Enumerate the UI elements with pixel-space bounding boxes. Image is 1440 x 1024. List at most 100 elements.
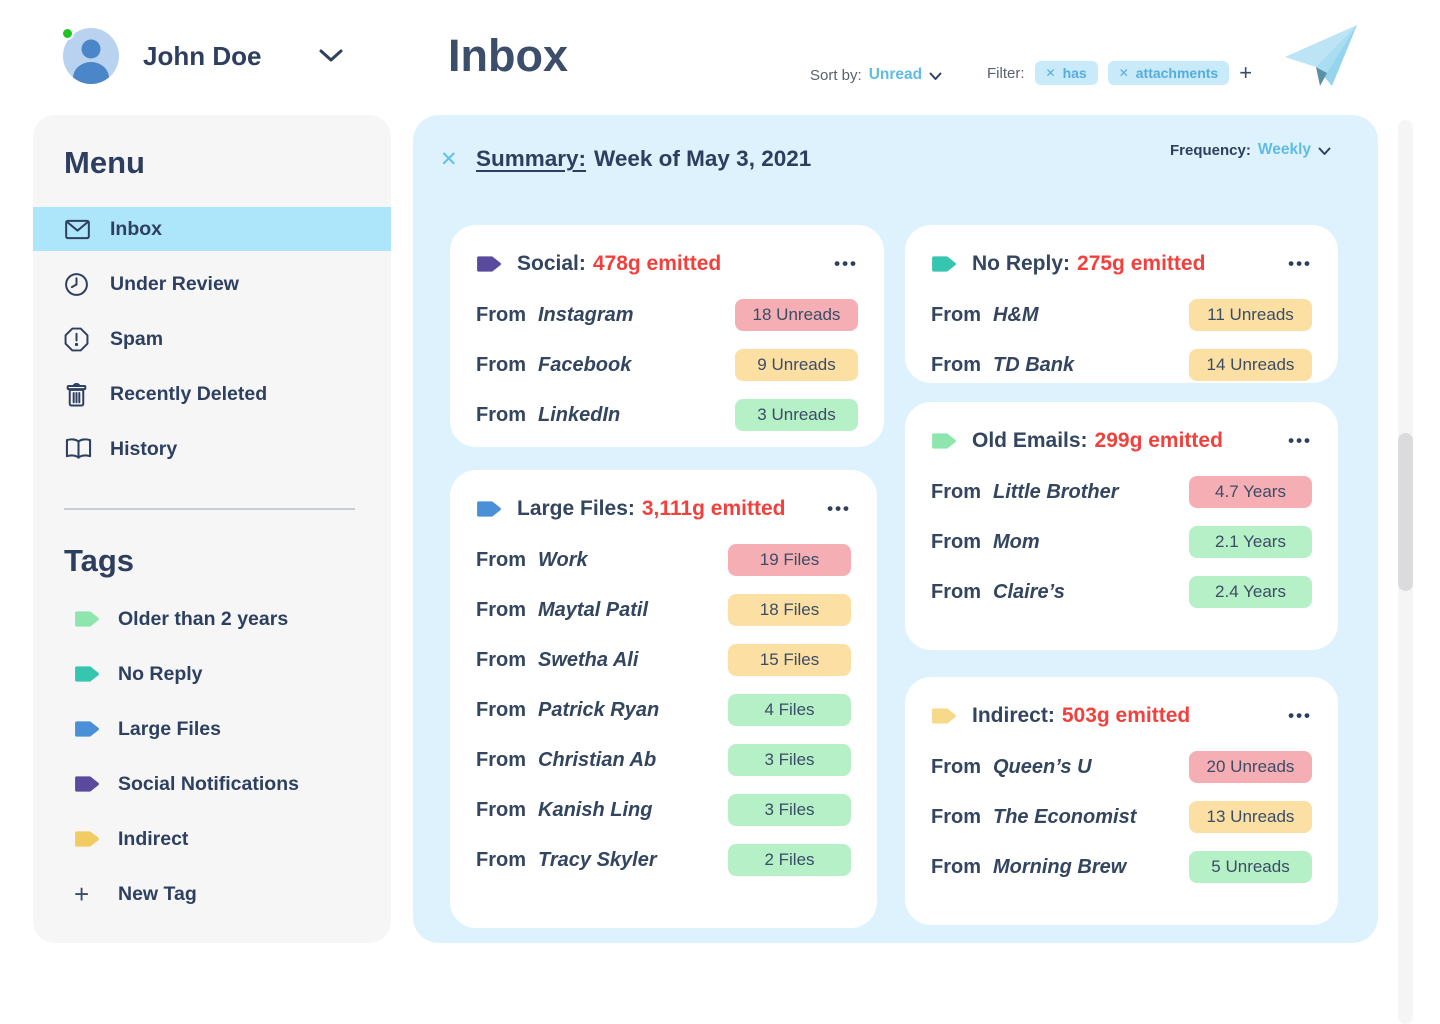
sender-name: Queen’s U [993,755,1092,778]
count-badge: 11 Unreads [1189,299,1312,331]
count-badge: 4.7 Years [1189,476,1312,508]
card-header: Indirect: 503g emitted ••• [931,699,1312,733]
from-label: From [476,403,526,426]
card-emission: 3,111g emitted [641,497,786,520]
tag-item-no-reply[interactable]: No Reply [33,657,391,691]
card-old-emails: Old Emails: 299g emitted ••• From Little … [905,402,1338,650]
sender-name: Tracy Skyler [538,848,657,871]
count-badge: 20 Unreads [1189,751,1312,783]
from-label: From [931,580,981,603]
tag-label: Social Notifications [118,772,299,795]
count-badge: 2 Files [728,844,851,876]
sort-by-value: Unread [868,66,923,83]
add-filter-button[interactable]: + [1239,60,1253,85]
sender-row: From Swetha Ali 15 Files [476,644,851,676]
sender-name: TD Bank [993,353,1075,376]
page-title: Inbox [448,30,568,81]
sender-row: From Mom 2.1 Years [931,526,1312,558]
remove-filter-icon[interactable]: ✕ [1045,66,1056,80]
sidebar-item-under-review[interactable]: Under Review [33,262,391,306]
summary-title: Summary: Week of May 3, 2021 [476,146,811,172]
tag-item-large-files[interactable]: Large Files [33,712,391,746]
sidebar-item-recently-deleted[interactable]: Recently Deleted [33,372,391,416]
sender-name: The Economist [993,805,1137,828]
sender-row: From Queen’s U 20 Unreads [931,751,1312,783]
from-label: From [931,805,981,828]
sidebar-item-inbox[interactable]: Inbox [33,207,391,251]
sender-row: From Patrick Ryan 4 Files [476,694,851,726]
sender-name: Swetha Ali [538,648,639,671]
tag-label: Older than 2 years [118,607,289,630]
chevron-down-icon [319,49,343,62]
new-tag-label: New Tag [118,882,197,905]
filter-chip-attachments[interactable]: ✕ attachments [1107,61,1230,85]
alert-octagon-icon [64,327,96,352]
tag-list: Older than 2 years No Reply Large Files [33,602,391,932]
tag-label: No Reply [118,662,203,685]
filter-bar: Filter: ✕ has ✕ attachments + [987,61,1252,85]
card-emission: 299g emitted [1094,429,1223,452]
remove-filter-icon[interactable]: ✕ [1118,66,1129,80]
count-badge: 5 Unreads [1189,851,1312,883]
from-label: From [476,798,526,821]
online-status-dot [61,27,74,40]
sender-name: Maytal Patil [538,598,649,621]
frequency-dropdown[interactable]: Frequency: Weekly [1170,141,1331,159]
sidebar-item-spam[interactable]: Spam [33,317,391,361]
count-badge: 13 Unreads [1189,801,1312,833]
from-label: From [931,480,981,503]
count-badge: 2.1 Years [1189,526,1312,558]
card-indirect: Indirect: 503g emitted ••• From Queen’s U… [905,677,1338,925]
frequency-label: Frequency: [1170,141,1251,159]
card-header: Old Emails: 299g emitted ••• [931,424,1312,458]
count-badge: 15 Files [728,644,851,676]
card-large-files: Large Files: 3,111g emitted ••• From Work… [450,470,877,928]
tag-icon [74,830,105,848]
card-title: Large Files: [517,497,635,520]
card-title: Social: [517,252,586,275]
count-badge: 3 Files [728,744,851,776]
more-options-button[interactable]: ••• [1288,431,1312,450]
clock-icon [64,272,96,297]
new-tag-button[interactable]: + New Tag [33,877,391,911]
more-options-button[interactable]: ••• [827,499,851,518]
count-badge: 14 Unreads [1189,349,1312,381]
sort-by-dropdown[interactable]: Sort by: Unread [810,66,942,84]
user-menu[interactable]: John Doe [61,27,343,84]
card-title: No Reply: [972,252,1071,275]
tag-item-older-than-2-years[interactable]: Older than 2 years [33,602,391,636]
sender-row: From Christian Ab 3 Files [476,744,851,776]
frequency-value: Weekly [1257,141,1311,158]
tags-title: Tags [64,543,135,578]
scrollbar-thumb[interactable] [1398,433,1413,591]
top-bar: John Doe Inbox Sort by: Unread Filter: ✕… [0,0,1440,115]
from-label: From [476,353,526,376]
tag-item-social-notifications[interactable]: Social Notifications [33,767,391,801]
filter-chip-has[interactable]: ✕ has [1034,61,1098,85]
more-options-button[interactable]: ••• [834,254,858,273]
card-social: Social: 478g emitted ••• From Instagram 1… [450,225,884,447]
sidebar-item-history[interactable]: History [33,427,391,471]
more-options-button[interactable]: ••• [1288,706,1312,725]
sender-name: H&M [993,303,1039,326]
card-emission: 275g emitted [1077,252,1206,275]
sidebar-item-label: Spam [110,327,164,350]
more-options-button[interactable]: ••• [1288,254,1312,273]
chevron-down-icon [1318,147,1331,155]
count-badge: 18 Files [728,594,851,626]
sender-row: From Instagram 18 Unreads [476,299,858,331]
tag-icon [74,610,105,628]
scrollbar-track[interactable] [1398,120,1413,1024]
summary-label: Summary: [476,146,587,171]
mail-icon [64,219,96,240]
sender-name: Claire’s [993,580,1065,603]
sender-row: From Morning Brew 5 Unreads [931,851,1312,883]
close-summary-icon[interactable]: ✕ [440,148,458,171]
sender-row: From Tracy Skyler 2 Files [476,844,851,876]
tag-item-indirect[interactable]: Indirect [33,822,391,856]
summary-week: Week of May 3, 2021 [594,146,812,171]
tag-icon [932,256,956,272]
from-label: From [931,855,981,878]
card-title: Indirect: [972,704,1055,727]
filter-chip-label: attachments [1135,65,1219,81]
